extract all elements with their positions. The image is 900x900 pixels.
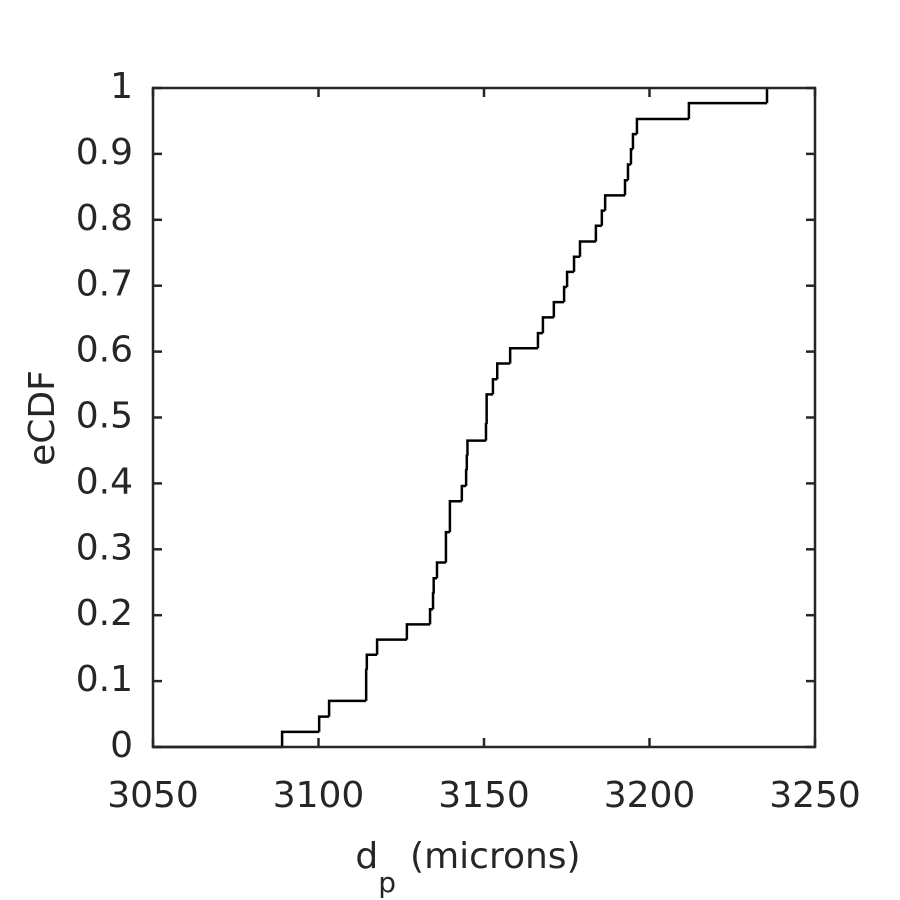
x-label-symbol: d — [355, 836, 378, 877]
step — [375, 638, 407, 655]
x-tick-label: 3250 — [769, 775, 861, 816]
step — [603, 194, 626, 211]
y-tick-label: 0.3 — [76, 527, 133, 568]
step — [565, 270, 575, 288]
step — [448, 499, 462, 533]
step — [572, 255, 580, 272]
step — [365, 653, 378, 670]
y-tick-label: 0.2 — [76, 593, 133, 634]
x-tick-label: 3200 — [604, 775, 696, 816]
y-tick-label: 0.4 — [76, 461, 133, 502]
plot-frame — [151, 86, 817, 749]
y-tick-label: 1 — [110, 66, 133, 107]
step — [460, 484, 467, 502]
step — [364, 668, 368, 701]
step — [464, 468, 468, 487]
step — [635, 117, 689, 135]
step — [466, 439, 486, 456]
step — [594, 224, 602, 242]
step — [578, 240, 596, 257]
step — [280, 730, 320, 747]
step — [485, 393, 493, 425]
step — [495, 362, 511, 380]
step — [431, 592, 435, 610]
step — [541, 316, 554, 334]
y-tick-label: 0.1 — [76, 659, 133, 700]
step — [444, 530, 450, 563]
step — [317, 715, 330, 732]
step — [405, 623, 431, 640]
y-tick-label: 0.9 — [76, 132, 133, 173]
y-tick-label: 0.7 — [76, 264, 133, 305]
step — [327, 699, 367, 717]
x-label-subscript: p — [378, 866, 396, 899]
y-tick-label: 0.6 — [76, 330, 133, 371]
step — [508, 347, 538, 364]
step — [465, 454, 469, 471]
step — [552, 300, 565, 318]
x-tick-label: 3150 — [438, 775, 530, 816]
step — [687, 101, 768, 119]
x-axis-label: dp (microns) — [355, 836, 580, 899]
step — [631, 132, 637, 150]
y-axis-label: eCDF — [22, 370, 63, 466]
y-tick-label: 0 — [110, 725, 133, 766]
y-tick-label: 0.8 — [76, 198, 133, 239]
step — [536, 331, 543, 349]
x-tick-label: 3050 — [107, 775, 199, 816]
x-tick-label: 3100 — [273, 775, 365, 816]
step — [435, 561, 446, 579]
x-label-unit: (microns) — [410, 836, 581, 877]
step — [491, 378, 498, 395]
step — [484, 422, 488, 441]
y-tick-label: 0.5 — [76, 396, 133, 437]
